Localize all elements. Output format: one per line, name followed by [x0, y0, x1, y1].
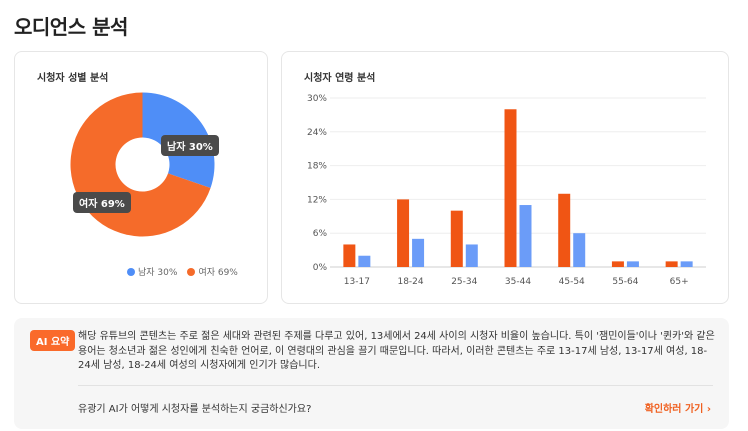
female-tooltip: 여자 69% [73, 192, 131, 213]
female-dot-icon [187, 267, 196, 276]
x-tick-label: 18-24 [397, 277, 423, 287]
age-bar-35-44-series-1[interactable] [504, 109, 517, 267]
y-tick-label: 18% [307, 162, 327, 172]
ai-summary-panel: AI 요약 해당 유튜브의 콘텐츠는 주로 젊은 세대와 관련된 주제를 다루고… [14, 318, 729, 429]
age-bar-45-54-series-1[interactable] [558, 193, 571, 267]
legend-female-label: 여자 69% [198, 268, 238, 278]
male-tooltip: 남자 30% [161, 135, 219, 156]
page-title: 오디언스 분석 [14, 15, 128, 39]
legend-male-label: 남자 30% [138, 268, 178, 278]
age-bar-18-24-series-1[interactable] [397, 199, 410, 267]
divider [78, 385, 713, 386]
check-it-out-link[interactable]: 확인하러 가기 › [644, 404, 711, 415]
age-bar-13-17-series-1[interactable] [343, 244, 356, 267]
age-bar-25-34-series-1[interactable] [450, 210, 463, 267]
ai-summary-text: 해당 유튜브의 콘텐츠는 주로 젊은 세대와 관련된 주제를 다루고 있어, 1… [78, 331, 715, 371]
y-tick-label: 24% [307, 128, 327, 138]
y-tick-label: 30% [307, 94, 327, 104]
gender-donut-chart [70, 92, 215, 237]
age-bar-55-64-series-1[interactable] [611, 261, 624, 267]
x-tick-label: 35-44 [505, 277, 531, 287]
x-tick-label: 45-54 [559, 277, 585, 287]
gender-analysis-card: 시청자 성별 분석 남자 30% 여자 69% 남자 30% 여자 69% [14, 51, 268, 304]
age-analysis-card: 시청자 연령 분석 0% 6% 12% 18% 24% 30% 13-17 18-24 25-3… [281, 51, 729, 304]
gender-legend: 남자 30% 여자 69% [127, 265, 238, 278]
age-bar-45-54-series-2[interactable] [573, 233, 586, 267]
male-dot-icon [127, 267, 135, 276]
gender-card-title: 시청자 성별 분석 [37, 73, 109, 84]
age-bar-chart: 0% 6% 12% 18% 24% 30% 13-17 18-24 25-34 35-44 45-5… [307, 94, 706, 287]
age-bar-25-34-series-2[interactable] [465, 244, 478, 267]
legend-male: 남자 30% [127, 265, 177, 278]
y-tick-label: 0% [313, 263, 328, 273]
x-tick-label: 13-17 [344, 277, 370, 287]
age-bar-65+-series-2[interactable] [680, 261, 693, 267]
x-tick-label: 65+ [670, 277, 689, 287]
x-tick-label: 25-34 [451, 277, 477, 287]
x-tick-label: 55-64 [612, 277, 638, 287]
y-tick-label: 6% [313, 229, 328, 239]
age-bar-13-17-series-2[interactable] [358, 255, 371, 267]
age-bar-35-44-series-2[interactable] [519, 205, 532, 267]
age-card-title: 시청자 연령 분석 [304, 73, 376, 84]
y-tick-label: 12% [307, 195, 327, 205]
legend-female: 여자 69% [187, 265, 238, 278]
ai-summary-badge: AI 요약 [30, 330, 76, 351]
age-bar-55-64-series-2[interactable] [626, 261, 639, 267]
age-bar-18-24-series-2[interactable] [412, 238, 425, 267]
ai-question-text: 유광기 AI가 어떻게 시청자를 분석하는지 궁금하신가요? [78, 404, 312, 415]
age-bar-65+-series-1[interactable] [665, 261, 678, 267]
